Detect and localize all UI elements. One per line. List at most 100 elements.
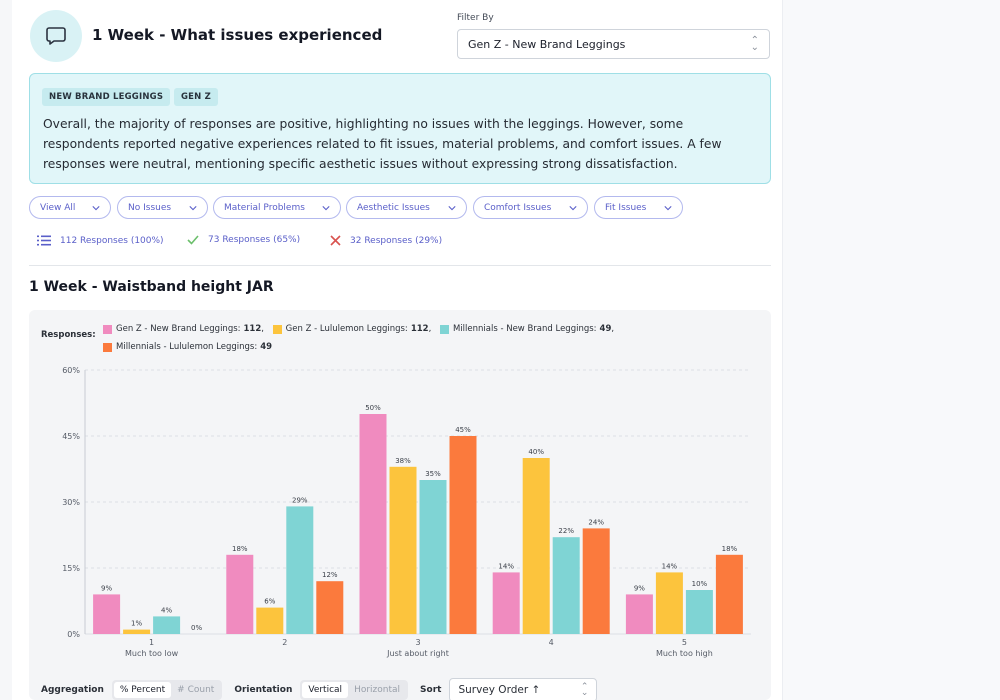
- legend-item[interactable]: Millennials - Lululemon Leggings: 49: [103, 340, 272, 355]
- data-label: 38%: [395, 457, 411, 465]
- legend-name: Gen Z - Lululemon Leggings:: [285, 324, 408, 334]
- data-label: 35%: [425, 470, 441, 478]
- data-label: 22%: [558, 527, 574, 535]
- bar: [359, 414, 387, 634]
- orientation-toggle: Vertical Horizontal: [300, 680, 409, 700]
- y-tick-label: 15%: [62, 564, 80, 573]
- data-label: 9%: [634, 584, 645, 592]
- legend-count: 49: [260, 342, 273, 352]
- y-tick-label: 30%: [62, 498, 80, 507]
- chevron-down-icon: [664, 205, 672, 210]
- bar: [625, 594, 653, 634]
- data-label: 12%: [322, 571, 338, 579]
- bar: [93, 594, 121, 634]
- chart-legend: Gen Z - New Brand Leggings: 112, Gen Z - …: [103, 322, 663, 358]
- legend-count: 49: [599, 324, 612, 334]
- stat-positive-label: 73 Responses (65%): [208, 235, 301, 245]
- data-label: 18%: [722, 545, 738, 553]
- summary-tag: NEW BRAND LEGGINGS: [42, 88, 171, 106]
- data-label: 1%: [131, 620, 142, 628]
- summary-box: NEW BRAND LEGGINGS GEN Z Overall, the ma…: [29, 73, 771, 184]
- aggregation-percent-option[interactable]: % Percent: [113, 682, 172, 698]
- bar: [552, 537, 580, 634]
- data-label: 0%: [191, 624, 202, 632]
- orientation-label: Orientation: [234, 685, 293, 695]
- y-tick-label: 45%: [62, 432, 80, 441]
- data-label: 29%: [292, 496, 308, 504]
- chat-icon: [30, 10, 82, 62]
- filter-pill-label: Aesthetic Issues: [357, 202, 430, 213]
- list-icon: [37, 235, 51, 246]
- y-tick-label: 60%: [62, 366, 80, 375]
- filter-pill-aesthetic-issues[interactable]: Aesthetic Issues: [346, 196, 467, 219]
- bar: [715, 554, 743, 634]
- sort-label: Sort: [420, 685, 442, 695]
- filter-select[interactable]: Gen Z - New Brand Leggings ⌃ ⌄: [457, 29, 770, 59]
- chevron-down-icon: [448, 205, 456, 210]
- summary-tag: GEN Z: [174, 88, 219, 106]
- chevron-down-icon: [569, 205, 577, 210]
- orientation-horizontal-option[interactable]: Horizontal: [354, 685, 401, 695]
- bar: [522, 458, 550, 634]
- cross-icon: [330, 235, 341, 246]
- x-tick-sublabel: Much too high: [656, 649, 713, 658]
- legend-count: 112: [243, 324, 262, 334]
- stat-negative[interactable]: 32 Responses (29%): [330, 235, 442, 246]
- legend-swatch: [272, 325, 282, 334]
- x-tick-label: 3: [415, 638, 420, 647]
- data-label: 4%: [161, 606, 172, 614]
- legend-item[interactable]: Gen Z - Lululemon Leggings: 112,: [272, 322, 431, 337]
- bar: [655, 572, 683, 634]
- legend-swatch: [103, 343, 112, 352]
- left-sidebar: [0, 0, 12, 700]
- legend-item[interactable]: Millennials - New Brand Leggings: 49,: [439, 322, 614, 337]
- filter-pill-comfort-issues[interactable]: Comfort Issues: [473, 196, 588, 219]
- chevron-down-icon: [322, 205, 330, 210]
- filter-pill-label: Comfort Issues: [484, 202, 552, 213]
- legend-name: Millennials - Lululemon Leggings:: [116, 342, 258, 352]
- updown-chevron-icon: ⌃ ⌄: [580, 682, 589, 698]
- bar: [256, 607, 284, 634]
- x-tick-sublabel: Much too low: [125, 649, 179, 658]
- data-label: 10%: [692, 580, 708, 588]
- bar: [226, 554, 254, 634]
- x-tick-label: 4: [549, 638, 554, 647]
- bar: [286, 506, 314, 634]
- filter-pill-view-all[interactable]: View All: [29, 196, 111, 219]
- insight-panel: 1 Week - What issues experienced Filter …: [12, 0, 782, 700]
- x-tick-sublabel: Just about right: [386, 649, 449, 658]
- right-sidebar: [782, 0, 1000, 700]
- summary-text: Overall, the majority of responses are p…: [43, 117, 722, 171]
- data-label: 40%: [528, 448, 544, 456]
- x-tick-label: 1: [149, 638, 154, 647]
- data-label: 18%: [232, 545, 248, 553]
- bar: [123, 629, 151, 634]
- filter-pill-fit-issues[interactable]: Fit Issues: [594, 196, 683, 219]
- data-label: 14%: [662, 562, 678, 570]
- legend-item[interactable]: Gen Z - New Brand Leggings: 112,: [103, 322, 264, 337]
- data-label: 9%: [101, 584, 112, 592]
- section-title: 1 Week - What issues experienced: [92, 26, 383, 44]
- filter-pill-no-issues[interactable]: No Issues: [117, 196, 208, 219]
- stat-positive[interactable]: 73 Responses (65%): [187, 235, 300, 245]
- divider: [29, 265, 771, 266]
- orientation-vertical-option[interactable]: Vertical: [302, 682, 349, 698]
- legend-name: Gen Z - New Brand Leggings:: [116, 324, 241, 334]
- aggregation-toggle: % Percent # Count: [111, 680, 223, 700]
- aggregation-label: Aggregation: [41, 685, 104, 695]
- filter-pill-label: Fit Issues: [605, 202, 647, 213]
- data-label: 14%: [498, 562, 514, 570]
- stat-total[interactable]: 112 Responses (100%): [37, 235, 164, 246]
- chart-controls: Aggregation % Percent # Count Orientatio…: [41, 678, 598, 700]
- data-label: 50%: [365, 404, 381, 412]
- data-label: 45%: [455, 426, 471, 434]
- sort-select[interactable]: Survey Order ↑ ⌃ ⌄: [449, 678, 598, 700]
- bar: [389, 466, 417, 634]
- filter-pill-material-problems[interactable]: Material Problems: [213, 196, 341, 219]
- aggregation-count-option[interactable]: # Count: [177, 685, 215, 695]
- legend-swatch: [103, 325, 112, 334]
- stat-total-label: 112 Responses (100%): [60, 235, 164, 246]
- bar: [449, 436, 477, 634]
- check-icon: [187, 235, 199, 245]
- y-tick-label: 0%: [67, 630, 80, 639]
